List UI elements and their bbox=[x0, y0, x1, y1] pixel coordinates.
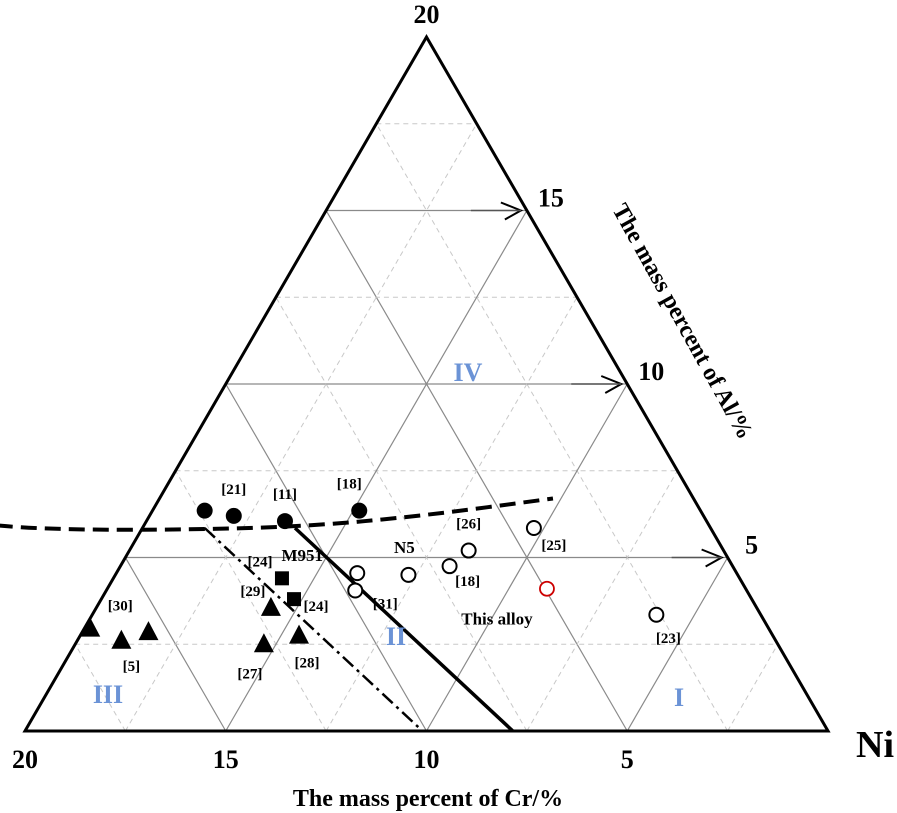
axis-arrows bbox=[470, 201, 724, 568]
grid-line bbox=[225, 210, 528, 732]
region-label-4: IV bbox=[454, 358, 483, 387]
grid-line bbox=[727, 643, 779, 732]
point-filled-triangle bbox=[80, 617, 101, 637]
al-tick-label: 5 bbox=[745, 531, 758, 560]
al-axis-title: The mass percent of Al/% bbox=[607, 199, 758, 443]
point-filled-triangle bbox=[260, 596, 281, 616]
point-filled-circle bbox=[225, 507, 242, 524]
al-tick-label: 20 bbox=[414, 0, 440, 29]
al-tick-label: 10 bbox=[638, 357, 664, 386]
data-points bbox=[80, 502, 665, 653]
ni-axis-title: Ni bbox=[856, 724, 894, 766]
point-this-alloy bbox=[539, 580, 555, 597]
point-label: [11] bbox=[273, 487, 297, 503]
point-label: N5 bbox=[394, 538, 415, 557]
point-filled-triangle bbox=[111, 629, 132, 649]
grid-line bbox=[325, 296, 578, 732]
point-label: [26] bbox=[456, 517, 481, 533]
cr-tick-label: 15 bbox=[213, 745, 239, 774]
point-filled-square bbox=[274, 571, 289, 586]
point-label: [24] bbox=[304, 599, 329, 615]
triangle-frame bbox=[22, 34, 831, 733]
point-open-circle bbox=[648, 606, 665, 623]
point-filled-circle bbox=[196, 502, 213, 519]
point-label: [5] bbox=[123, 659, 141, 675]
region-label-2: II bbox=[386, 622, 406, 651]
point-filled-triangle bbox=[289, 624, 310, 644]
point-label: [18] bbox=[337, 477, 362, 493]
al-tick-label: 15 bbox=[538, 184, 564, 213]
point-label: [25] bbox=[541, 538, 566, 554]
point-label: [18] bbox=[455, 574, 480, 590]
point-filled-square bbox=[287, 592, 302, 607]
point-open-circle bbox=[460, 542, 477, 559]
region-label-1: I bbox=[674, 683, 684, 712]
cr-tick-label: 20 bbox=[12, 745, 38, 774]
point-filled-circle bbox=[351, 502, 368, 519]
cr-tick-label: 10 bbox=[414, 745, 440, 774]
grid-line bbox=[275, 296, 528, 732]
grid-line bbox=[526, 470, 678, 732]
grid-line bbox=[626, 557, 729, 732]
point-labels: [21] [11] [18] M951 [31] N5 [18] [26] [25] [23] [2… bbox=[108, 477, 681, 683]
boundary-dash-dot bbox=[203, 527, 424, 732]
point-label: [28] bbox=[295, 656, 320, 672]
point-open-circle bbox=[347, 582, 364, 599]
point-label: [30] bbox=[108, 599, 133, 615]
region-boundaries bbox=[0, 496, 554, 733]
boundary-solid bbox=[293, 526, 515, 733]
point-label: M951 bbox=[281, 546, 323, 565]
point-open-circle bbox=[349, 565, 366, 582]
point-label: [27] bbox=[237, 666, 262, 682]
point-filled-triangle bbox=[253, 633, 274, 653]
point-label: This alloy bbox=[461, 610, 533, 629]
point-label: [31] bbox=[373, 596, 398, 612]
tick-labels: 20 15 10 5 5 10 15 20 bbox=[12, 0, 758, 774]
boundary-dashed bbox=[0, 496, 554, 532]
grid-line bbox=[74, 643, 126, 732]
region-label-3: III bbox=[93, 680, 123, 709]
point-label: [23] bbox=[656, 631, 681, 647]
point-label: [21] bbox=[221, 482, 246, 498]
point-open-circle bbox=[525, 520, 542, 537]
cr-tick-label: 5 bbox=[621, 745, 634, 774]
point-open-circle bbox=[400, 566, 417, 583]
point-filled-circle bbox=[276, 513, 293, 530]
cr-axis-title: The mass percent of Cr/% bbox=[293, 786, 563, 812]
point-label: [24] bbox=[247, 554, 272, 570]
point-filled-triangle bbox=[138, 621, 159, 641]
point-open-circle bbox=[441, 558, 458, 575]
point-label: [29] bbox=[240, 584, 265, 600]
grid-line bbox=[425, 383, 628, 732]
